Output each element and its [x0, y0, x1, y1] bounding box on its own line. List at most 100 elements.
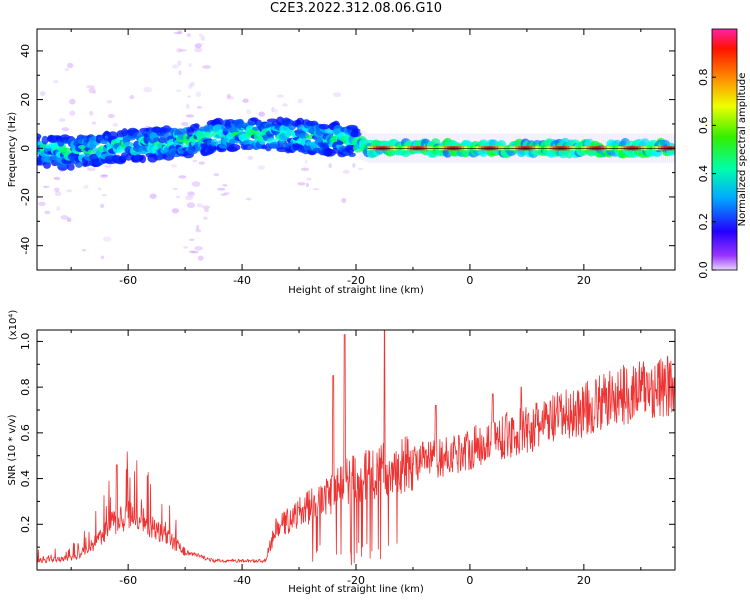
- speckle: [188, 192, 195, 195]
- top-y-tick-label: 40: [19, 44, 32, 58]
- speckle: [171, 164, 177, 168]
- band-blob: [326, 129, 334, 135]
- speckle: [198, 161, 206, 165]
- speckle: [216, 187, 226, 191]
- band-blob: [318, 123, 330, 130]
- bottom-y-tick-label: 0.8: [19, 378, 32, 396]
- speckle: [186, 103, 190, 110]
- colorbar-tick-label: 0.6: [697, 117, 710, 134]
- speckle: [352, 163, 356, 168]
- speckle: [257, 165, 266, 171]
- top-y-tick-label: -20: [19, 188, 32, 206]
- speckle: [64, 68, 69, 71]
- speckle: [112, 122, 119, 127]
- bottom-y-axis-label: SNR (10 * v/v): [7, 414, 18, 485]
- speckle: [183, 246, 188, 249]
- speckle: [213, 173, 219, 177]
- speckle: [305, 183, 309, 187]
- heatmap-blobs: [37, 30, 675, 261]
- top-x-tick-label: -40: [233, 274, 251, 287]
- bottom-y-tick-label: 1.0: [19, 333, 32, 351]
- speckle: [271, 106, 275, 113]
- speckle: [202, 205, 211, 210]
- speckle: [106, 100, 113, 104]
- band-blob: [37, 133, 42, 140]
- speckle: [54, 187, 60, 193]
- speckle: [282, 103, 288, 107]
- speckle: [194, 43, 202, 49]
- speckle: [185, 114, 195, 118]
- speckle: [100, 255, 105, 260]
- speckle: [172, 187, 178, 190]
- speckle: [177, 60, 182, 66]
- speckle: [173, 31, 182, 35]
- speckle: [44, 210, 51, 215]
- speckle: [194, 246, 203, 251]
- speckle: [190, 81, 195, 87]
- speckle: [176, 195, 180, 199]
- speckle: [39, 91, 46, 96]
- speckle: [246, 109, 252, 115]
- speckle: [91, 121, 96, 125]
- speckle: [220, 193, 227, 196]
- speckle: [258, 111, 266, 117]
- speckle: [100, 174, 109, 177]
- speckle: [186, 191, 196, 197]
- speckle: [186, 33, 191, 38]
- speckle: [56, 206, 61, 211]
- speckle: [178, 175, 187, 179]
- speckle: [42, 185, 50, 188]
- band-blob: [242, 144, 254, 151]
- speckle: [203, 208, 210, 212]
- speckle: [196, 203, 204, 208]
- bottom-y-tick-label: 0.6: [19, 424, 32, 442]
- band-blob: [322, 141, 330, 150]
- speckle: [357, 167, 364, 171]
- speckle: [197, 255, 204, 261]
- speckle: [53, 79, 59, 84]
- speckle: [61, 127, 70, 132]
- speckle: [223, 192, 230, 195]
- speckle: [194, 47, 203, 53]
- speckle: [100, 174, 108, 178]
- speckle: [191, 250, 199, 254]
- speckle: [226, 96, 235, 100]
- band-blob: [350, 131, 362, 138]
- bottom-x-tick-label: -60: [119, 574, 137, 587]
- speckle: [98, 187, 102, 191]
- colorbar-tick-label: 0.8: [697, 68, 710, 86]
- band-blob: [193, 123, 200, 129]
- speckle: [189, 238, 195, 241]
- speckle: [86, 85, 95, 89]
- speckle: [176, 89, 182, 92]
- colorbar-tick-label: 0.0: [697, 261, 710, 279]
- speckle: [181, 121, 189, 126]
- speckle: [86, 167, 96, 171]
- speckle: [67, 62, 74, 69]
- band-blob: [41, 135, 49, 145]
- speckle: [341, 198, 347, 203]
- speckle: [58, 118, 66, 122]
- speckle: [312, 188, 319, 191]
- speckle: [304, 159, 308, 164]
- speckle: [129, 94, 134, 100]
- speckle: [197, 106, 202, 109]
- speckle: [188, 63, 192, 67]
- top-y-axis-label: Frequency (Hz): [7, 112, 18, 188]
- speckle: [53, 176, 61, 181]
- speckle: [202, 65, 211, 69]
- speckle: [171, 208, 179, 214]
- speckle: [188, 83, 193, 90]
- speckle: [297, 98, 303, 104]
- speckle: [54, 191, 62, 197]
- speckle: [143, 86, 152, 93]
- speckle: [38, 201, 46, 206]
- speckle: [226, 93, 231, 99]
- top-y-tick-label: 0: [19, 145, 32, 152]
- speckle: [328, 163, 333, 169]
- speckle: [306, 177, 312, 181]
- band-blob: [348, 152, 356, 157]
- speckle: [104, 164, 112, 168]
- speckle: [176, 47, 183, 53]
